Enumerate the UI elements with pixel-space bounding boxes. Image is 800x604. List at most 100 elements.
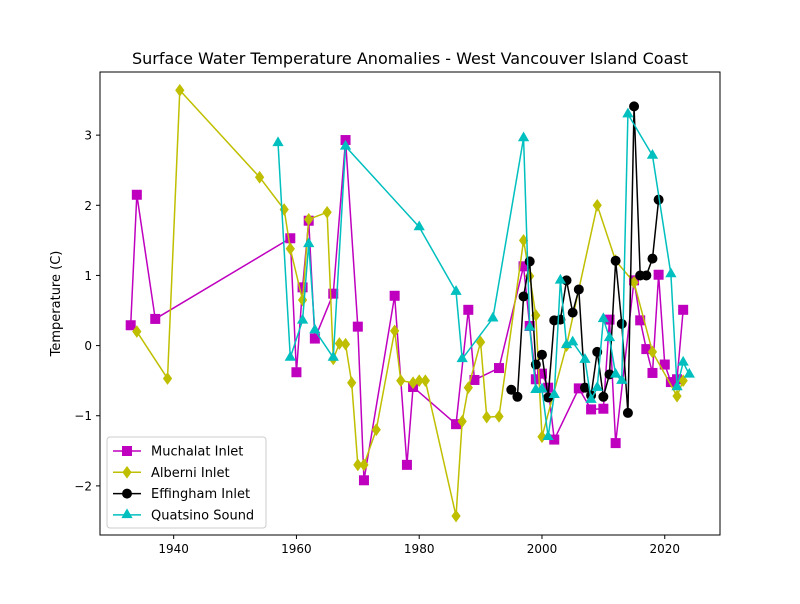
data-point-quatsino-sound xyxy=(548,388,560,398)
data-point-muchalat-inlet xyxy=(328,288,339,299)
legend-marker xyxy=(122,446,132,456)
x-tick-label: 2000 xyxy=(527,542,558,556)
y-tick-label: 2 xyxy=(84,199,92,213)
data-point-quatsino-sound xyxy=(542,430,554,441)
data-point-alberni-inlet xyxy=(334,337,345,350)
data-point-alberni-inlet xyxy=(322,205,332,219)
data-point-quatsino-sound xyxy=(524,320,536,331)
data-point-alberni-inlet xyxy=(254,170,265,184)
data-point-quatsino-sound xyxy=(339,139,352,150)
data-point-muchalat-inlet xyxy=(463,304,474,315)
data-point-muchalat-inlet xyxy=(291,367,302,378)
data-point-alberni-inlet xyxy=(359,458,369,472)
y-tick-label: 0 xyxy=(84,339,92,353)
data-point-effingham-inlet xyxy=(616,318,627,329)
data-point-effingham-inlet xyxy=(518,291,529,302)
data-point-effingham-inlet xyxy=(610,255,621,266)
chart-title: Surface Water Temperature Anomalies - We… xyxy=(132,49,688,68)
y-axis-label: Temperature (C) xyxy=(49,251,64,358)
data-point-alberni-inlet xyxy=(482,410,492,424)
data-point-muchalat-inlet xyxy=(401,459,412,470)
data-point-alberni-inlet xyxy=(353,458,363,472)
data-point-alberni-inlet xyxy=(396,374,406,388)
data-point-quatsino-sound xyxy=(284,351,296,361)
data-point-effingham-inlet xyxy=(629,101,640,112)
y-tick-label: −2 xyxy=(74,479,92,493)
data-point-alberni-inlet xyxy=(451,509,461,523)
legend-marker xyxy=(122,488,132,499)
data-point-muchalat-inlet xyxy=(285,233,296,244)
data-point-quatsino-sound xyxy=(272,136,284,147)
data-point-alberni-inlet xyxy=(285,242,295,256)
data-point-quatsino-sound xyxy=(413,220,425,231)
x-tick-label: 2020 xyxy=(649,542,680,556)
data-point-quatsino-sound xyxy=(456,352,468,363)
data-point-muchalat-inlet xyxy=(653,269,664,280)
data-point-muchalat-inlet xyxy=(358,475,369,486)
x-tick-label: 1960 xyxy=(281,542,312,556)
legend-marker xyxy=(122,465,132,479)
data-point-muchalat-inlet xyxy=(586,404,597,415)
data-point-effingham-inlet xyxy=(647,253,658,264)
series-layer xyxy=(125,83,695,523)
data-point-quatsino-sound xyxy=(450,285,462,295)
legend-label: Effingham Inlet xyxy=(151,487,250,502)
data-point-alberni-inlet xyxy=(647,345,658,359)
series-quatsino-sound xyxy=(272,107,695,441)
legend-label: Muchalat Inlet xyxy=(151,445,243,460)
legend-entry: Muchalat Inlet xyxy=(113,445,243,460)
data-point-alberni-inlet xyxy=(672,389,682,403)
data-point-effingham-inlet xyxy=(524,256,535,267)
data-point-quatsino-sound xyxy=(554,273,567,284)
data-point-quatsino-sound xyxy=(610,367,622,378)
legend: Muchalat Inlet Alberni Inlet Effingham Inl… xyxy=(106,436,267,529)
data-point-quatsino-sound xyxy=(597,312,609,323)
legend-entry: Effingham Inlet xyxy=(113,487,250,502)
y-tick-label: 1 xyxy=(84,269,92,283)
data-point-quatsino-sound xyxy=(591,381,603,391)
data-point-muchalat-inlet xyxy=(678,304,689,315)
y-tick-label: 3 xyxy=(84,129,92,143)
data-point-muchalat-inlet xyxy=(647,367,658,378)
data-point-muchalat-inlet xyxy=(352,321,363,332)
data-point-alberni-inlet xyxy=(371,423,381,437)
data-point-quatsino-sound xyxy=(622,107,634,118)
legend-label: Alberni Inlet xyxy=(151,466,230,481)
legend-entry: Alberni Inlet xyxy=(113,466,230,481)
data-point-muchalat-inlet xyxy=(536,368,547,379)
data-point-effingham-inlet xyxy=(622,407,633,418)
data-point-muchalat-inlet xyxy=(598,403,609,414)
data-point-quatsino-sound xyxy=(683,367,695,378)
data-point-quatsino-sound xyxy=(646,148,659,159)
data-point-quatsino-sound xyxy=(671,380,683,391)
data-point-alberni-inlet xyxy=(304,212,314,226)
data-point-quatsino-sound xyxy=(585,393,597,403)
data-point-quatsino-sound xyxy=(309,323,321,334)
data-point-quatsino-sound xyxy=(603,331,616,342)
data-point-muchalat-inlet xyxy=(131,189,142,200)
data-point-muchalat-inlet xyxy=(494,363,505,374)
data-point-quatsino-sound xyxy=(296,313,309,324)
series-muchalat-inlet xyxy=(125,135,689,486)
data-point-alberni-inlet xyxy=(463,381,473,395)
data-point-alberni-inlet xyxy=(347,376,357,390)
data-point-effingham-inlet xyxy=(506,384,517,395)
data-point-muchalat-inlet xyxy=(309,333,320,344)
data-point-muchalat-inlet xyxy=(389,290,400,301)
data-point-alberni-inlet xyxy=(592,198,602,212)
series-line-muchalat-inlet xyxy=(129,139,684,482)
data-point-alberni-inlet xyxy=(162,372,173,385)
axis-layer: 1940 1960 1980 2000 2020 −2 −1 0 1 2 3 xyxy=(74,129,680,556)
data-point-quatsino-sound xyxy=(487,311,499,322)
legend-marker xyxy=(121,508,133,519)
legend-entry: Quatsino Sound xyxy=(113,508,254,523)
plot-frame xyxy=(99,71,721,536)
data-point-effingham-inlet xyxy=(573,284,584,295)
data-point-quatsino-sound xyxy=(677,355,689,366)
data-point-muchalat-inlet xyxy=(125,320,136,331)
data-point-alberni-inlet xyxy=(494,410,504,423)
data-point-effingham-inlet xyxy=(598,391,609,402)
data-point-muchalat-inlet xyxy=(610,438,621,449)
